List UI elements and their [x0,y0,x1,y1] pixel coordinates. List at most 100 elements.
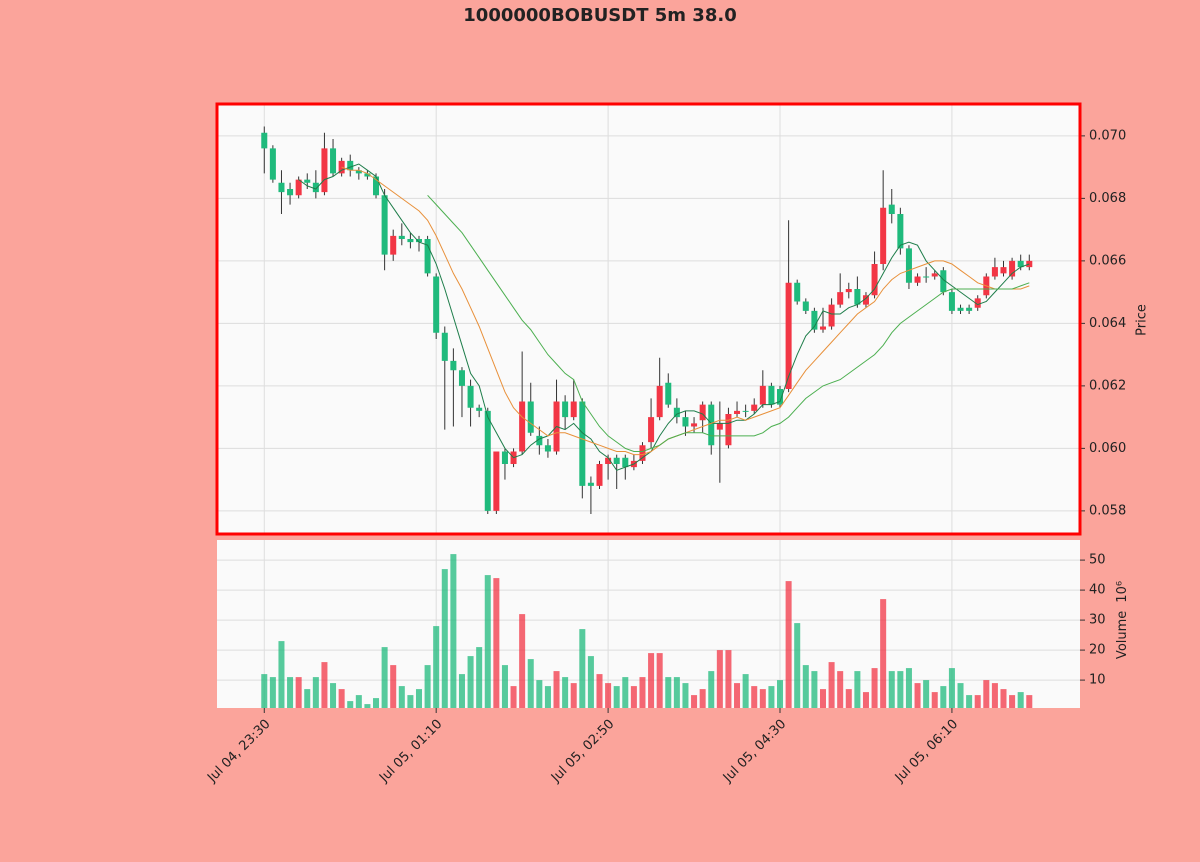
volume-tick-label: 30 [1089,613,1106,628]
chart-title: 1000000BOBUSDT 5m 38.0 [463,5,736,26]
volume-bar [742,674,749,708]
candle-body [570,401,577,418]
candle-body [587,482,594,486]
volume-bar [519,614,526,708]
candle-body [381,195,388,255]
volume-bar [948,668,955,708]
candle-body [458,370,465,386]
x-tick-label: Jul 04, 23:30 [204,717,273,786]
candle-body [699,404,706,421]
candle-body [321,148,328,193]
candle-body [837,292,844,305]
volume-bar [630,686,637,708]
candle-body [1017,260,1024,268]
volume-bar [476,647,483,708]
candle-body [519,401,526,452]
volume-bar [373,698,380,708]
volume-bar [656,653,663,708]
candle-body [261,132,268,149]
volume-bar [691,695,698,708]
candle-body [639,445,646,461]
volume-bar [802,665,809,708]
volume-bar [862,692,869,708]
volume-bar [725,650,732,708]
volume-bar [1017,692,1024,708]
candle-body [923,276,930,278]
volume-bar [811,671,818,708]
volume-bar [716,650,723,708]
volume-bar [510,686,517,708]
volume-bar [493,578,500,708]
candle-body [304,179,311,183]
volume-bar [1000,689,1007,708]
volume-bar [888,671,895,708]
candle-body [682,417,689,427]
y-tick-label: 0.066 [1089,253,1126,268]
candle-body [450,360,457,371]
volume-tick-label: 40 [1089,583,1106,598]
candle-body [777,389,784,405]
candle-body [888,204,895,214]
candle-body [330,148,337,174]
candle-body [1000,267,1007,274]
candle-body [562,401,569,418]
volume-bar [785,581,792,708]
volume-bar [880,599,887,708]
candle-body [648,417,655,443]
volume-bar [974,695,981,708]
candle-body [355,170,362,174]
candle-body [768,385,775,405]
candle-body [501,451,508,464]
volume-bar [794,623,801,708]
price-axis-label: Price [1135,304,1150,336]
volume-bar [295,677,302,708]
candle-body [527,401,534,433]
volume-bar [390,665,397,708]
candle-body [905,248,912,283]
volume-bar [639,677,646,708]
volume-bar [734,683,741,708]
volume-bar [613,686,620,708]
volume-bar [845,689,852,708]
volume-bar [871,668,878,708]
candle-body [347,160,354,171]
volume-tick-label: 10 [1089,673,1106,688]
candle-body [759,385,766,405]
candle-body [991,267,998,277]
candle-body [373,176,380,196]
volume-bar [1026,695,1033,708]
volume-bar [433,626,440,708]
volume-bar [931,692,938,708]
candle-body [467,385,474,408]
volume-bar [261,674,268,708]
volume-bar [940,686,947,708]
volume-bar [579,629,586,708]
volume-bar [768,686,775,708]
volume-bar [665,677,672,708]
volume-bar [897,671,904,708]
y-tick-label: 0.070 [1089,128,1126,143]
volume-bar [759,689,766,708]
volume-tick-label: 20 [1089,643,1106,658]
volume-bar [596,674,603,708]
volume-bar [355,695,362,708]
candle-body [862,295,869,305]
volume-bar [905,668,912,708]
price-panel-border [215,102,1082,536]
y-tick-label: 0.060 [1089,441,1126,456]
volume-bar [923,680,930,708]
y-tick-label: 0.062 [1089,378,1126,393]
volume-bar [708,671,715,708]
volume-bar [381,647,388,708]
candle-body [665,382,672,405]
candle-body [398,235,405,239]
candle-body [734,410,741,414]
volume-bar [278,641,285,708]
candle-body [948,292,955,311]
candle-body [785,282,792,389]
volume-bar [553,671,560,708]
x-tick-label: Jul 05, 04:30 [720,717,789,786]
candle-body [716,423,723,430]
